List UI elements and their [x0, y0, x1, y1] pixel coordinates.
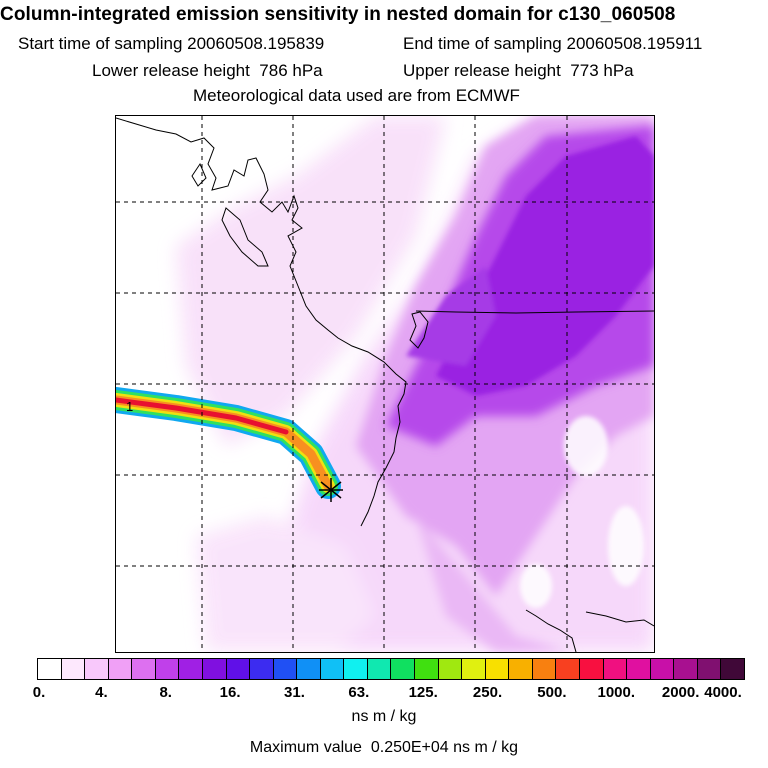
- release-marker: [319, 478, 343, 502]
- colorbar-tick-label: 63.: [348, 684, 370, 701]
- colorbar-tick-label: 2000.: [661, 684, 700, 701]
- upper-release-label: Upper release height: [403, 61, 561, 80]
- map-canvas: 1: [116, 116, 654, 652]
- field-low-west: [176, 116, 446, 446]
- colorbar: [37, 658, 745, 680]
- maximum-value: Maximum value 0.250E+04 ns m / kg: [0, 739, 768, 757]
- colorbar-swatch: [131, 659, 155, 679]
- colorbar-swatch: [649, 659, 674, 679]
- colorbar-swatch: [414, 659, 438, 679]
- maximum-value-units: ns m / kg: [453, 739, 519, 756]
- field-gap: [520, 564, 552, 608]
- colorbar-swatch: [602, 659, 627, 679]
- colorbar-swatch: [225, 659, 250, 679]
- coastlines: [116, 117, 654, 652]
- colorbar-tick-label: 31.: [284, 684, 305, 701]
- colorbar-swatch: [461, 659, 485, 679]
- end-time-label: End time of sampling: [403, 34, 562, 53]
- sensitivity-map: 1: [115, 115, 655, 653]
- lower-release-value: 786 hPa: [259, 61, 323, 80]
- colorbar-swatch: [437, 659, 462, 679]
- colorbar-swatch: [390, 659, 414, 679]
- colorbar-swatch: [696, 659, 721, 679]
- upper-release-height: Upper release height 773 hPa: [403, 61, 634, 81]
- colorbar-tick-label: 0.: [32, 684, 46, 701]
- coastline-north: [116, 117, 407, 527]
- colorbar-swatch: [319, 659, 344, 679]
- coastline-baja-2: [585, 611, 654, 627]
- field-gap: [608, 506, 644, 586]
- end-time-value: 20060508.195911: [566, 34, 703, 53]
- trajectory-label: 1: [126, 399, 133, 414]
- end-time: End time of sampling 20060508.195911: [403, 34, 702, 54]
- colorbar-swatch: [720, 659, 744, 679]
- colorbar-swatch: [366, 659, 391, 679]
- colorbar-swatch: [249, 659, 273, 679]
- field-low-south: [196, 516, 376, 652]
- colorbar-swatch: [296, 659, 320, 679]
- colorbar-tick-label: 16.: [219, 684, 241, 701]
- plume-core: [116, 397, 289, 435]
- colorbar-tick-label: 500.: [537, 684, 567, 701]
- field-core-se: [406, 266, 496, 366]
- colorbar-swatch: [626, 659, 650, 679]
- colorbar-swatch: [343, 659, 367, 679]
- colorbar-swatch: [154, 659, 179, 679]
- colorbar-swatch: [38, 659, 61, 679]
- lower-release-label: Lower release height: [92, 61, 250, 80]
- upper-release-value: 773 hPa: [570, 61, 634, 80]
- colorbar-tick-label: 1000.: [597, 684, 636, 701]
- colorbar-swatch: [272, 659, 297, 679]
- colorbar-swatch: [178, 659, 202, 679]
- colorbar-swatch: [578, 659, 603, 679]
- sensitivity-field: [176, 116, 654, 652]
- colorbar-swatch: [508, 659, 532, 679]
- colorbar-swatch: [201, 659, 226, 679]
- colorbar-swatch: [555, 659, 579, 679]
- field-gap: [564, 416, 608, 476]
- maximum-value-label: Maximum value: [249, 739, 362, 756]
- field-core: [436, 136, 654, 396]
- colorbar-tick-label: 8.: [159, 684, 172, 701]
- figure-title: Column-integrated emission sensitivity i…: [0, 4, 676, 25]
- coastline-baja: [525, 609, 577, 652]
- colorbar-swatch: [484, 659, 509, 679]
- colorbar-tick-label: 4.: [95, 684, 108, 701]
- coastline-island: [221, 207, 269, 267]
- colorbar-tick-label: 250.: [472, 684, 503, 701]
- graticule: [116, 116, 654, 652]
- colorbar-swatch: [84, 659, 108, 679]
- trajectory-plume: [116, 387, 341, 499]
- colorbar-units: ns m / kg: [351, 708, 417, 725]
- met-data-source: Meteorological data used are from ECMWF: [193, 86, 520, 105]
- colorbar-swatch: [107, 659, 132, 679]
- field-mid-south: [416, 516, 576, 652]
- start-time-value: 20060508.195839: [187, 34, 325, 53]
- coastline-inlet: [191, 162, 207, 187]
- colorbar-swatch: [673, 659, 697, 679]
- start-time-label: Start time of sampling: [18, 34, 183, 53]
- start-time: Start time of sampling 20060508.195839: [18, 34, 324, 54]
- colorbar-swatch: [531, 659, 556, 679]
- colorbar-tick-label: 125.: [408, 684, 438, 701]
- lower-release-height: Lower release height 786 hPa: [92, 61, 323, 81]
- colorbar-swatch: [60, 659, 85, 679]
- maximum-value-number: 0.250E+04: [370, 739, 449, 756]
- border-us-canada: [415, 310, 654, 314]
- coastline-puget: [409, 311, 429, 349]
- colorbar-tick-label: 4000.: [704, 684, 742, 701]
